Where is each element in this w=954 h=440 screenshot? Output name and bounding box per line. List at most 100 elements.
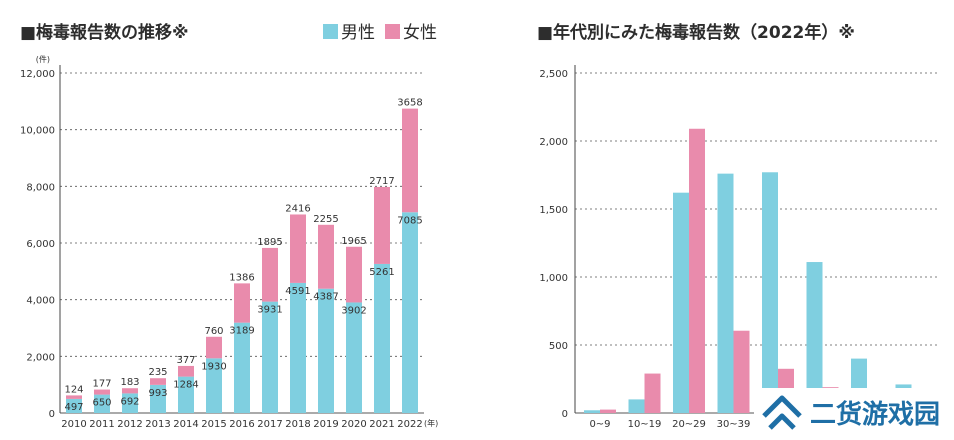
male-value-label: 7085 [397, 215, 422, 226]
female-bar [346, 246, 362, 303]
right-x-tick-label: 20~29 [672, 419, 706, 430]
left-x-unit: (年) [424, 418, 438, 428]
legend-male-swatch [323, 24, 338, 39]
male-bar [150, 384, 166, 413]
left-bars [66, 108, 418, 413]
male-bar [122, 393, 138, 413]
left-x-tick-label: 2022 [397, 419, 422, 430]
female-bar [206, 336, 222, 359]
female-value-label: 760 [204, 326, 223, 337]
male-bar [762, 172, 778, 413]
left-x-tick-label: 2018 [285, 419, 310, 430]
left-x-tick-label: 2020 [341, 419, 366, 430]
female-bar [290, 214, 306, 283]
male-bar [234, 322, 250, 413]
male-value-label: 497 [64, 402, 83, 413]
chevron-logo-icon [762, 395, 802, 430]
female-bar [94, 389, 110, 395]
female-value-label: 177 [92, 379, 111, 390]
male-value-label: 3902 [341, 305, 366, 316]
male-value-label: 3931 [257, 305, 282, 316]
male-bar [178, 376, 194, 413]
left-y-tick-label: 6,000 [26, 239, 55, 250]
left-x-tick-label: 2019 [313, 419, 338, 430]
right-y-tick-label: 1,000 [539, 273, 568, 284]
female-value-label: 2717 [369, 176, 394, 187]
female-bar [318, 224, 334, 289]
male-bar [346, 302, 362, 413]
female-bar [122, 388, 138, 394]
male-value-label: 4591 [285, 286, 310, 297]
right-y-tick-label: 2,500 [539, 69, 568, 80]
left-x-tick-label: 2015 [201, 419, 226, 430]
female-value-label: 235 [148, 367, 167, 378]
left-x-tick-label: 2021 [369, 419, 394, 430]
right-y-tick-label: 500 [549, 341, 568, 352]
right-x-tick-label: 30~39 [717, 419, 751, 430]
left-x-tick-label: 2012 [117, 419, 142, 430]
female-bar [689, 128, 705, 413]
male-bar [262, 301, 278, 413]
left-y-unit: (件) [36, 54, 50, 64]
left-x-tick-label: 2016 [229, 419, 254, 430]
male-bar [374, 263, 390, 413]
male-bar [318, 288, 334, 413]
female-bar [150, 378, 166, 385]
right-x-tick-label: 0~9 [589, 419, 610, 430]
female-bar [374, 186, 390, 264]
male-bar [206, 358, 222, 413]
left-y-tick-label: 0 [49, 409, 55, 420]
female-value-label: 2255 [313, 214, 338, 225]
right-y-tick-label: 1,500 [539, 205, 568, 216]
male-bar [673, 192, 689, 413]
female-bar [262, 247, 278, 302]
right-chart-title: ■年代別にみた梅毒報告数（2022年）※ [537, 22, 855, 43]
female-bar [66, 395, 82, 399]
male-bar [66, 398, 82, 413]
right-y-tick-label: 2,000 [539, 137, 568, 148]
watermark: 二货游戏园 [754, 388, 954, 440]
male-bar [806, 262, 823, 413]
female-value-label: 1965 [341, 236, 366, 247]
left-y-tick-label: 10,000 [20, 126, 55, 137]
female-bar [402, 108, 418, 213]
left-y-tick-label: 4,000 [26, 296, 55, 307]
female-value-label: 377 [176, 355, 195, 366]
female-bar [733, 330, 750, 413]
left-y-tick-label: 8,000 [26, 182, 55, 193]
watermark-backdrop [754, 388, 954, 440]
male-value-label: 650 [92, 398, 111, 409]
male-bar [628, 399, 645, 413]
female-bar [234, 283, 250, 323]
female-bar [178, 365, 194, 377]
female-value-label: 124 [64, 384, 83, 395]
left-y-tick-label: 2,000 [26, 352, 55, 363]
legend-female-label: 女性 [403, 23, 437, 43]
right-axis: 0 500 1,000 1,500 2,000 2,500 0~9 10~19 20~29 30~… [539, 65, 750, 430]
female-value-label: 2416 [285, 203, 310, 214]
male-value-label: 4387 [313, 292, 338, 303]
right-x-tick-label: 10~19 [628, 419, 662, 430]
female-value-label: 1386 [229, 272, 254, 283]
male-bar [290, 282, 306, 413]
female-value-label: 3658 [397, 98, 422, 109]
legend-female-swatch [385, 24, 400, 39]
male-bar [402, 212, 418, 413]
legend-male-label: 男性 [341, 23, 375, 43]
right-y-tick-label: 0 [562, 409, 568, 420]
left-labels: 497 124 650 177 692 183 993 235 1284 377 1930 760 31… [64, 98, 422, 413]
left-x-tick-label: 2017 [257, 419, 282, 430]
watermark-text: 二货游戏园 [810, 399, 940, 430]
left-x-tick-label: 2013 [145, 419, 170, 430]
female-bar [644, 373, 661, 413]
left-x-tick-label: 2010 [61, 419, 86, 430]
male-bar [94, 394, 110, 413]
female-bar [600, 409, 616, 413]
male-value-label: 1930 [201, 361, 226, 372]
male-value-label: 1284 [173, 380, 198, 391]
left-x-tick-label: 2014 [173, 419, 198, 430]
female-value-label: 1895 [257, 237, 282, 248]
female-value-label: 183 [120, 377, 139, 388]
